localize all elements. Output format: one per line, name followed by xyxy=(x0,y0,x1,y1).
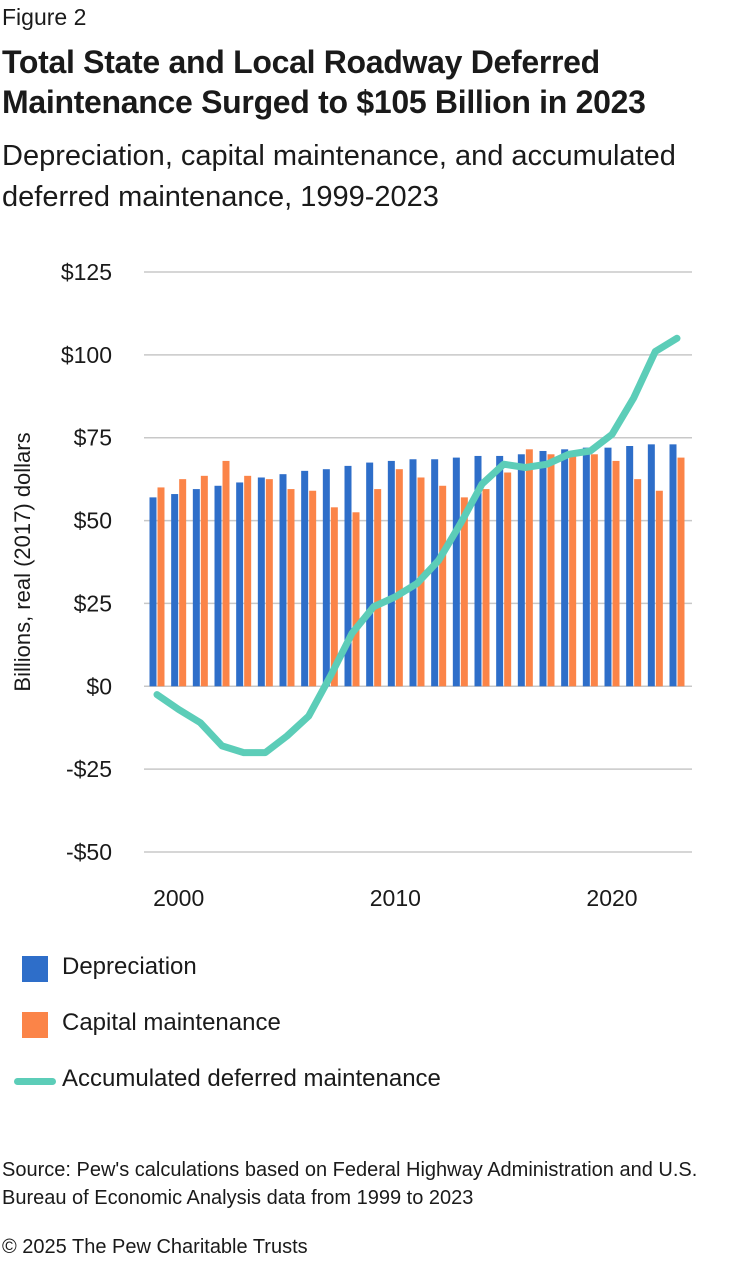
depreciation-bar xyxy=(452,457,460,687)
capital-maintenance-bar xyxy=(482,489,490,687)
depreciation-bar xyxy=(257,477,265,687)
capital-maintenance-bar xyxy=(395,469,403,687)
x-tick-label: 2000 xyxy=(153,885,204,911)
depreciation-bar xyxy=(149,497,157,687)
depreciation-bar xyxy=(279,474,287,687)
y-tick-label: $25 xyxy=(74,590,112,616)
depreciation-bar xyxy=(474,455,482,687)
y-axis-label: Billions, real (2017) dollars xyxy=(10,432,35,691)
capital-maintenance-bar xyxy=(612,460,620,687)
capital-maintenance-bar xyxy=(460,497,468,687)
depreciation-bar xyxy=(626,446,634,687)
capital-maintenance-bar xyxy=(439,485,447,687)
depreciation-bar xyxy=(214,485,222,687)
capital-maintenance-bar xyxy=(677,457,685,687)
legend-label-capital-maintenance: Capital maintenance xyxy=(62,1009,281,1036)
y-tick-label: $125 xyxy=(61,259,112,285)
depreciation-bar xyxy=(604,447,612,687)
capital-maintenance-bar xyxy=(200,475,208,687)
capital-maintenance-bar xyxy=(265,479,273,687)
copyright-note: © 2025 The Pew Charitable Trusts xyxy=(2,1236,308,1258)
depreciation-bar xyxy=(322,469,330,687)
x-tick-label: 2020 xyxy=(586,885,637,911)
capital-maintenance-bar xyxy=(374,489,382,687)
capital-maintenance-bar xyxy=(547,454,555,687)
depreciation-bar xyxy=(301,470,309,687)
depreciation-bar xyxy=(387,460,395,687)
legend-line-deferred-maintenance xyxy=(14,1078,56,1085)
chart-title: Total State and Local Roadway Deferred M… xyxy=(2,44,646,120)
y-tick-label: $0 xyxy=(86,673,112,699)
capital-maintenance-bar xyxy=(504,472,512,687)
capital-maintenance-bar xyxy=(287,489,295,687)
deferred-maintenance-line xyxy=(153,334,681,757)
y-tick-label: $100 xyxy=(61,342,112,368)
depreciation-bar xyxy=(344,465,352,687)
legend-label-depreciation: Depreciation xyxy=(62,953,197,980)
depreciation-bar xyxy=(517,454,525,687)
capital-maintenance-bar xyxy=(222,460,230,687)
depreciation-bar xyxy=(582,447,590,687)
x-tick-label: 2010 xyxy=(370,885,421,911)
y-tick-label: -$25 xyxy=(66,756,112,782)
y-tick-label: $75 xyxy=(74,425,112,451)
chart-area: $125 $100 $75 $50 $25 $0 -$25 -$50 Billions, rea… xyxy=(10,259,692,911)
depreciation-bar xyxy=(647,444,655,687)
chart-subtitle: Depreciation, capital maintenance, and a… xyxy=(2,140,676,213)
legend-swatch-depreciation xyxy=(22,956,48,982)
capital-maintenance-bar xyxy=(655,490,663,687)
depreciation-bar xyxy=(431,459,439,687)
capital-maintenance-bar xyxy=(352,512,360,687)
capital-maintenance-bar xyxy=(525,449,533,687)
depreciation-bar xyxy=(236,482,244,687)
depreciation-bar xyxy=(561,449,569,687)
legend-label-deferred-maintenance: Accumulated deferred maintenance xyxy=(62,1065,441,1092)
depreciation-bar xyxy=(496,455,504,687)
figure-label: Figure 2 xyxy=(2,4,87,30)
capital-maintenance-bar xyxy=(569,452,577,687)
source-note: Source: Pew's calculations based on Fede… xyxy=(2,1159,698,1209)
depreciation-bar xyxy=(669,444,677,687)
capital-maintenance-bar xyxy=(309,490,317,687)
legend-swatch-capital-maintenance xyxy=(22,1012,48,1038)
capital-maintenance-bar xyxy=(590,454,598,687)
capital-maintenance-bar xyxy=(634,479,642,687)
depreciation-bar xyxy=(366,462,374,687)
depreciation-bar xyxy=(409,459,417,687)
depreciation-bar xyxy=(171,494,179,687)
capital-maintenance-bar xyxy=(330,507,338,687)
y-tick-label: -$50 xyxy=(66,839,112,865)
capital-maintenance-bar xyxy=(179,479,187,687)
y-tick-label: $50 xyxy=(74,508,112,534)
depreciation-bar xyxy=(539,450,547,687)
capital-maintenance-bar xyxy=(244,475,252,687)
depreciation-bar xyxy=(192,489,200,687)
capital-maintenance-bar xyxy=(157,487,165,687)
